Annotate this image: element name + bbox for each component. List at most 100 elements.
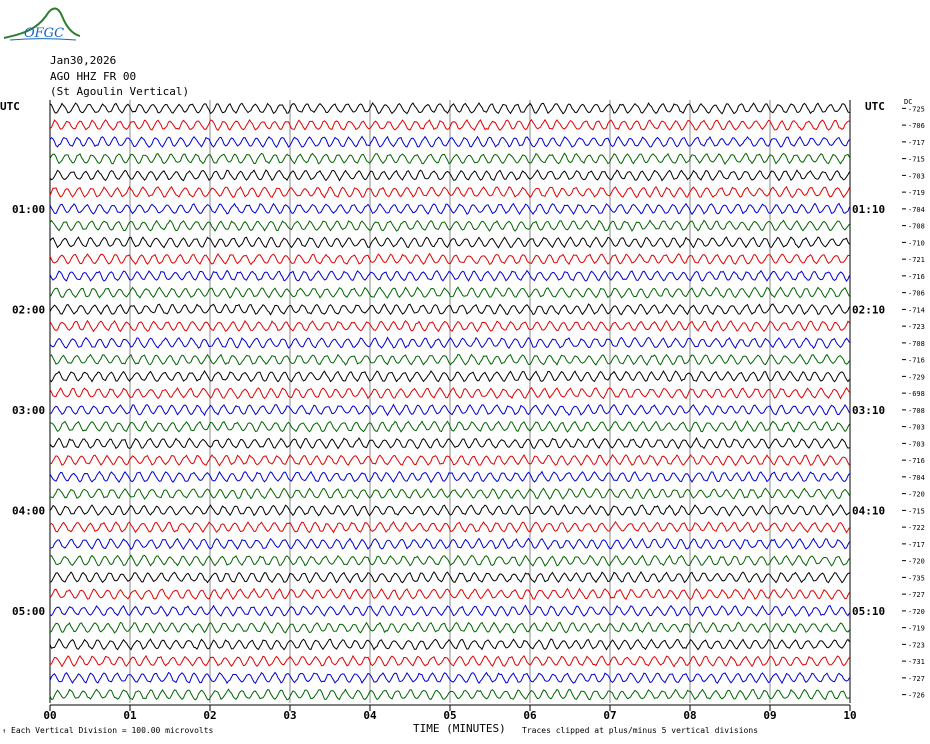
x-tick-label: 04 (363, 709, 377, 722)
trace-row-29 (49, 571, 850, 584)
dc-offset-label: -708 (908, 340, 925, 348)
left-hour-label: 05:00 (12, 605, 45, 618)
left-hour-label: 02:00 (12, 303, 45, 316)
trace-row-26 (49, 521, 850, 534)
dc-offset-label: -703 (908, 172, 925, 180)
trace-row-33 (49, 638, 850, 651)
dc-offset-label: -721 (908, 256, 925, 264)
trace-row-25 (49, 504, 850, 517)
trace-row-1 (49, 102, 850, 115)
dc-offset-label: -729 (908, 373, 925, 381)
left-hour-label: 03:00 (12, 404, 45, 417)
left-hour-label: 01:00 (12, 203, 45, 216)
x-tick-label: 07 (603, 709, 616, 722)
right-hour-label: 04:10 (852, 504, 885, 517)
header-station: AGO HHZ FR 00 (50, 70, 137, 83)
trace-row-10 (49, 252, 850, 266)
trace-row-6 (49, 185, 850, 199)
trace-row-35 (49, 671, 850, 685)
x-tick-label: 06 (523, 709, 537, 722)
dc-offset-label: -735 (908, 574, 925, 582)
dc-offset-label: -703 (908, 440, 925, 448)
scale-note-text: Each Vertical Division = 100.00 microvol… (11, 726, 214, 735)
trace-row-28 (49, 554, 850, 567)
trace-row-27 (49, 537, 850, 551)
time-axis-ticks: 00 01 02 03 04 05 06 07 08 09 10 (43, 705, 857, 722)
right-hour-label: 05:10 (852, 605, 885, 618)
dc-offset-label: -717 (908, 541, 925, 549)
trace-row-14 (49, 319, 850, 333)
dc-offset-label: -717 (908, 139, 925, 147)
dc-offset-label: -710 (908, 239, 925, 247)
trace-row-12 (49, 286, 850, 299)
dc-offset-label: -731 (908, 658, 925, 666)
header-date: Jan30,2026 (50, 54, 117, 67)
trace-row-34 (49, 654, 850, 668)
scale-note: ↑ Each Vertical Division = 100.00 microv… (2, 726, 213, 735)
trace-row-15 (49, 336, 850, 350)
x-tick-label: 10 (843, 709, 856, 722)
dc-offset-label: -703 (908, 424, 925, 432)
dc-offset-label: -706 (908, 122, 925, 130)
x-tick-label: 05 (443, 709, 456, 722)
dc-offset-labels: -725 -706 -717 -715 -703 -719 -704 -708 -710 -721… (902, 105, 925, 700)
trace-row-20 (49, 420, 850, 433)
dc-offset-label: -706 (908, 290, 925, 298)
dc-offset-label: -708 (908, 223, 925, 231)
dc-offset-label: -715 (908, 507, 925, 515)
trace-row-24 (49, 487, 850, 500)
trace-row-3 (49, 135, 850, 149)
utc-left-label: UTC (0, 100, 20, 113)
left-hour-label: 04:00 (12, 504, 45, 517)
x-tick-label: 00 (43, 709, 56, 722)
trace-row-8 (49, 219, 850, 233)
trace-row-32 (49, 621, 850, 634)
dc-offset-label: -720 (908, 558, 925, 566)
trace-row-30 (49, 587, 850, 601)
right-hour-label: 02:10 (852, 303, 885, 316)
x-axis-label: TIME (MINUTES) (413, 722, 506, 735)
dc-offset-label: -716 (908, 457, 925, 465)
ofgc-logo: OFGC (2, 4, 81, 44)
scale-marker-icon: ↑ (2, 727, 7, 735)
x-tick-label: 03 (283, 709, 296, 722)
right-hour-label: 03:10 (852, 404, 885, 417)
logo-text: OFGC (24, 26, 65, 41)
trace-row-2 (49, 118, 850, 132)
trace-row-13 (49, 303, 850, 316)
dc-offset-label: -720 (908, 491, 925, 499)
minute-gridlines (49, 100, 851, 703)
utc-right-label: UTC (865, 100, 885, 113)
dc-offset-label: -720 (908, 608, 925, 616)
seismic-traces (49, 102, 850, 701)
trace-row-7 (49, 202, 850, 216)
trace-row-17 (49, 370, 850, 383)
dc-offset-label: -719 (908, 189, 925, 197)
trace-row-9 (49, 236, 850, 249)
x-tick-label: 02 (203, 709, 216, 722)
trace-row-21 (49, 437, 850, 450)
dc-offset-label: -727 (908, 591, 925, 599)
dc-offset-label: -715 (908, 156, 925, 164)
trace-row-31 (49, 604, 850, 618)
dc-offset-label: -708 (908, 407, 925, 415)
x-tick-label: 08 (683, 709, 696, 722)
dc-offset-label: -698 (908, 390, 925, 398)
logo-swoosh-icon (3, 7, 81, 41)
trace-row-18 (49, 386, 850, 400)
dc-offset-label: -723 (908, 641, 925, 649)
x-tick-label: 01 (123, 709, 137, 722)
trace-row-4 (49, 152, 850, 165)
trace-row-19 (49, 403, 850, 417)
dc-offset-label: -716 (908, 357, 925, 365)
trace-row-36 (49, 688, 850, 701)
dc-offset-label: -723 (908, 323, 925, 331)
hour-labels: 01:00 02:00 03:00 04:00 05:00 01:10 02:10 03:10… (12, 203, 885, 618)
dc-offset-label: -727 (908, 675, 925, 683)
header-site: (St Agoulin Vertical) (50, 85, 190, 98)
x-tick-label: 09 (763, 709, 776, 722)
dc-offset-label: -725 (908, 105, 925, 113)
trace-row-5 (49, 169, 850, 182)
dc-offset-label: -714 (908, 306, 925, 314)
